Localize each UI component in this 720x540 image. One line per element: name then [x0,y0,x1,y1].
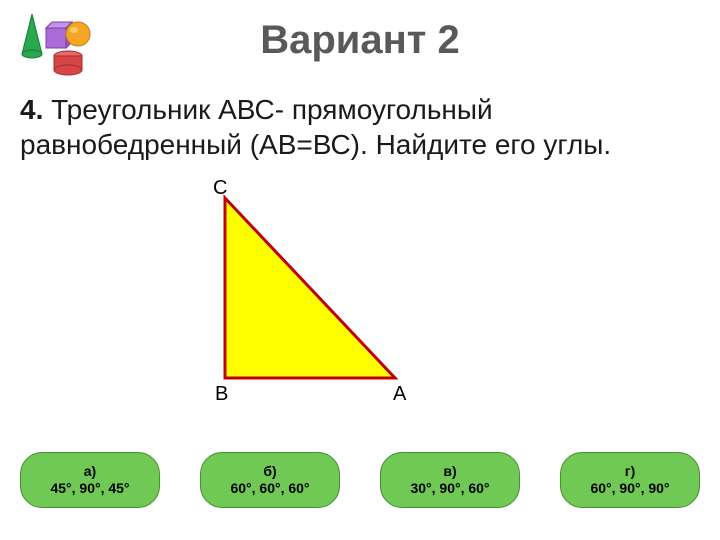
answer-value: 30°, 90°, 60° [410,480,489,497]
svg-text:В: В [215,383,228,405]
answer-option-3[interactable]: г)60°, 90°, 90° [560,452,700,508]
triangle-diagram: В А С [195,178,435,408]
answer-option-1[interactable]: б)60°, 60°, 60° [200,452,340,508]
answer-option-2[interactable]: в)30°, 90°, 60° [380,452,520,508]
answer-options: а)45°, 90°, 45° б)60°, 60°, 60° в)30°, 90°… [0,452,720,508]
answer-value: 45°, 90°, 45° [50,480,129,497]
question-body: Треугольник АВС- прямоугольный равнобедр… [20,94,611,160]
answer-letter: в) [443,463,456,480]
answer-letter: г) [625,463,636,480]
title-text: Вариант 2 [260,18,460,62]
page-title: Вариант 2 [0,18,720,63]
svg-text:С: С [213,178,227,199]
answer-value: 60°, 60°, 60° [230,480,309,497]
answer-value: 60°, 90°, 90° [590,480,669,497]
answer-letter: а) [84,463,96,480]
question-text: 4. Треугольник АВС- прямоугольный равноб… [20,92,700,162]
answer-letter: б) [263,463,276,480]
answer-option-0[interactable]: а)45°, 90°, 45° [20,452,160,508]
svg-text:А: А [393,383,407,405]
question-number: 4. [20,94,43,125]
